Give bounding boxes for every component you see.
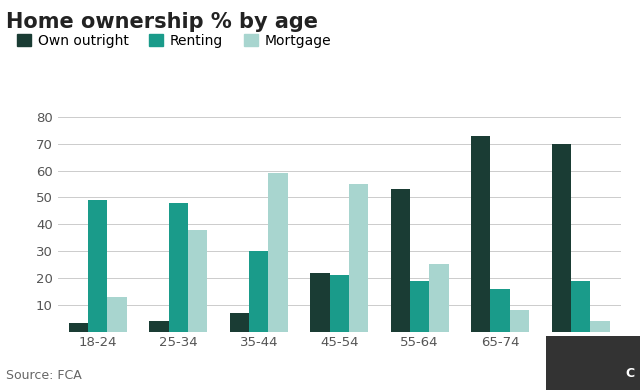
Bar: [552, 144, 571, 332]
Bar: [510, 310, 529, 332]
Legend: Own outright, Renting, Mortgage: Own outright, Renting, Mortgage: [17, 34, 332, 48]
Bar: [471, 136, 490, 332]
Bar: [390, 190, 410, 332]
Bar: [149, 321, 168, 332]
Bar: [268, 173, 288, 332]
Bar: [571, 280, 590, 332]
Bar: [429, 264, 449, 332]
Bar: [330, 275, 349, 332]
Bar: [230, 313, 249, 332]
Bar: [188, 230, 207, 332]
Text: B: B: [602, 367, 611, 380]
Text: C: C: [626, 367, 635, 380]
Bar: [249, 251, 268, 332]
Bar: [88, 200, 108, 332]
Text: Home ownership % by age: Home ownership % by age: [6, 12, 319, 32]
Text: B: B: [577, 367, 586, 380]
Bar: [590, 321, 609, 332]
Text: Source: FCA: Source: FCA: [6, 369, 82, 382]
Bar: [490, 289, 510, 332]
Bar: [108, 297, 127, 332]
Bar: [168, 203, 188, 332]
Bar: [410, 280, 429, 332]
Bar: [310, 273, 330, 331]
Bar: [69, 323, 88, 332]
Bar: [349, 184, 368, 332]
